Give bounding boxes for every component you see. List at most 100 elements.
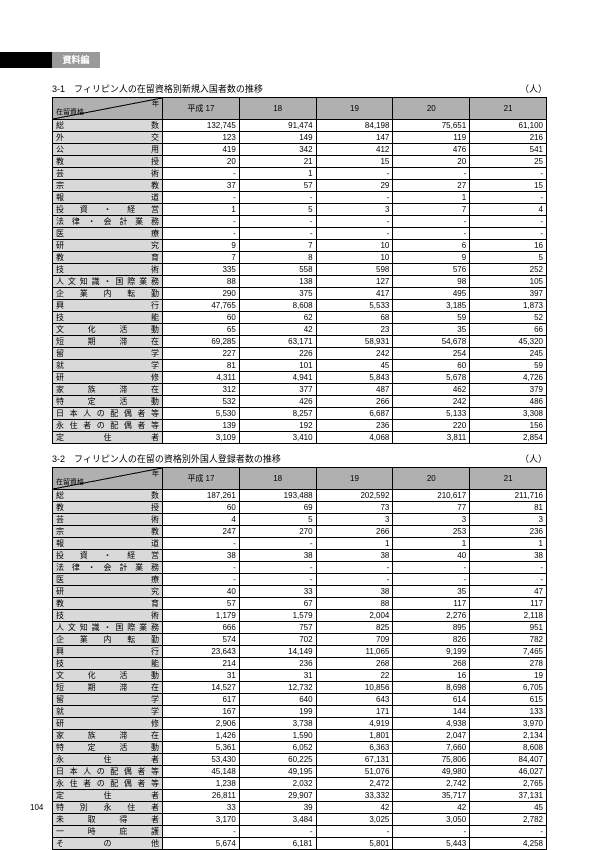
cell: 98 (393, 276, 470, 288)
cell: 640 (239, 694, 316, 706)
cell: - (239, 538, 316, 550)
row-label: 宗教 (53, 180, 163, 192)
table-row: 法律・会計業務----- (53, 216, 547, 228)
row-label: 投資・経営 (53, 550, 163, 562)
cell: 9 (163, 240, 240, 252)
row-label: 就学 (53, 706, 163, 718)
row-label: 家族滞在 (53, 384, 163, 396)
cell: 826 (393, 634, 470, 646)
cell: 211,716 (470, 490, 547, 502)
row-label: 人文知識・国際業務 (53, 622, 163, 634)
cell: 278 (470, 658, 547, 670)
table-row: 研究4033383547 (53, 586, 547, 598)
row-label: 日本人の配偶者等 (53, 766, 163, 778)
table-row: 報道---1- (53, 192, 547, 204)
cell: 5,801 (316, 838, 393, 850)
table1-unit: （人） (520, 82, 547, 95)
cell: - (470, 192, 547, 204)
cell: - (316, 562, 393, 574)
cell: 81 (163, 360, 240, 372)
row-label: 研究 (53, 586, 163, 598)
cell: 156 (470, 420, 547, 432)
cell: 214 (163, 658, 240, 670)
cell: 29 (316, 180, 393, 192)
cell: 576 (393, 264, 470, 276)
cell: 1 (316, 538, 393, 550)
cell: 35,717 (393, 790, 470, 802)
row-label: 研修 (53, 372, 163, 384)
cell: 57 (239, 180, 316, 192)
row-label: 就学 (53, 360, 163, 372)
cell: 216 (470, 132, 547, 144)
cell: 1,179 (163, 610, 240, 622)
cell: 19 (470, 670, 547, 682)
cell: 67 (239, 598, 316, 610)
cell: 268 (316, 658, 393, 670)
cell: - (163, 192, 240, 204)
cell: - (163, 826, 240, 838)
cell: 59 (470, 360, 547, 372)
cell: 4,068 (316, 432, 393, 444)
cell: 15 (470, 180, 547, 192)
table-row: 短期滞在14,52712,73210,8568,6986,705 (53, 682, 547, 694)
cell: 88 (163, 276, 240, 288)
cell: 38 (470, 550, 547, 562)
cell: 1,238 (163, 778, 240, 790)
year-col-1: 18 (239, 98, 316, 120)
cell: - (470, 826, 547, 838)
row-label: 法律・会計業務 (53, 562, 163, 574)
cell: 614 (393, 694, 470, 706)
row-label: 投資・経営 (53, 204, 163, 216)
cell: 476 (393, 144, 470, 156)
table-row: 文化活動3131221619 (53, 670, 547, 682)
cell: 2,854 (470, 432, 547, 444)
year-col-4: 21 (470, 98, 547, 120)
cell: 45,148 (163, 766, 240, 778)
table-row: 技能6062685952 (53, 312, 547, 324)
cell: 5,678 (393, 372, 470, 384)
cell: 245 (470, 348, 547, 360)
table-row: 外交123149147119216 (53, 132, 547, 144)
cell: 8 (239, 252, 316, 264)
cell: 4,938 (393, 718, 470, 730)
cell: 2,032 (239, 778, 316, 790)
page-content: 3-1 フィリピン人の在留資格別新規入国者数の推移 （人） 年 在留資格 平成 … (52, 78, 547, 850)
cell: 3 (393, 514, 470, 526)
cell: 21 (239, 156, 316, 168)
cell: 702 (239, 634, 316, 646)
row-label: 技能 (53, 312, 163, 324)
cell: 1 (393, 192, 470, 204)
cell: 63,171 (239, 336, 316, 348)
cell: - (239, 216, 316, 228)
cell: 31 (239, 670, 316, 682)
cell: 40 (163, 586, 240, 598)
row-label: 宗教 (53, 526, 163, 538)
cell: - (316, 192, 393, 204)
row-label: 定住者 (53, 432, 163, 444)
cell: 242 (393, 396, 470, 408)
cell: 45 (470, 802, 547, 814)
cell: 57 (163, 598, 240, 610)
row-label: 文化活動 (53, 670, 163, 682)
cell: 10 (316, 240, 393, 252)
cell: 254 (393, 348, 470, 360)
cell: 236 (239, 658, 316, 670)
cell: 412 (316, 144, 393, 156)
cell: 69 (239, 502, 316, 514)
table-row: 留学617640643614615 (53, 694, 547, 706)
cell: 23 (316, 324, 393, 336)
table1-corner: 年 在留資格 (53, 98, 163, 120)
table-row: 総数187,261193,488202,592210,617211,716 (53, 490, 547, 502)
cell: 16 (470, 240, 547, 252)
cell: - (316, 826, 393, 838)
corner-year: 年 (152, 99, 159, 110)
cell: 22 (316, 670, 393, 682)
cell: - (316, 216, 393, 228)
cell: 709 (316, 634, 393, 646)
row-label: 短期滞在 (53, 336, 163, 348)
row-label: 留学 (53, 694, 163, 706)
table-row: 永住者53,43060,22567,13175,80684,407 (53, 754, 547, 766)
cell: 643 (316, 694, 393, 706)
cell: - (470, 574, 547, 586)
cell: 5,443 (393, 838, 470, 850)
